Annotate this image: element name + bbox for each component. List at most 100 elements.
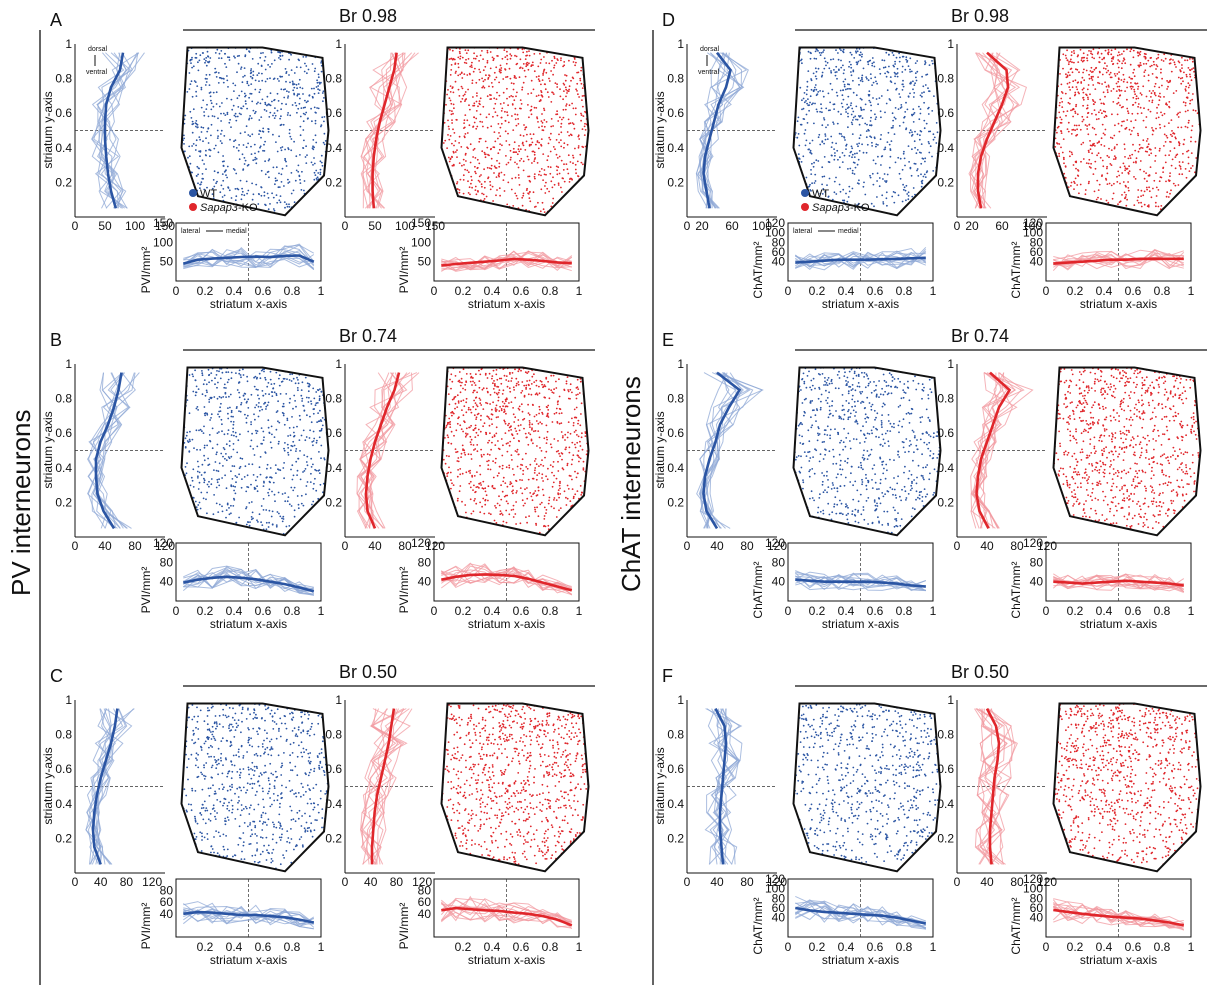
wt-scatter-B-dot [184, 377, 186, 380]
wt-scatter-A-dot [207, 142, 210, 144]
ko-scatter-B-dot [569, 397, 571, 400]
ko-scatter-B-dot [578, 460, 580, 463]
wt-vert-A-xtick-1: 50 [98, 219, 112, 233]
wt-scatter-C-dot [290, 809, 293, 812]
ko-scatter-A-dot [542, 74, 544, 76]
ko-scatter-B-dot [527, 478, 530, 481]
ko-scatter-B-dot [469, 380, 472, 383]
wt-scatter-A-dot [292, 89, 295, 92]
ko-scatter-A-dot [444, 139, 447, 142]
ko-scatter-A-dot [548, 136, 551, 139]
wt-scatter-B-dot [267, 401, 270, 404]
ko-scatter-B-dot [581, 491, 583, 494]
wt-scatter-A-dot [238, 54, 241, 57]
wt-scatter-A-dot [199, 183, 202, 186]
ko-scatter-B-dot [465, 401, 468, 404]
wt-scatter-C-dot [233, 736, 236, 738]
ko-scatter-A-dot [467, 192, 470, 194]
wt-scatter-A-dot [320, 62, 322, 64]
ko-scatter-B-dot [487, 468, 489, 471]
ko-scatter-B-dot [558, 496, 560, 499]
ko-scatter-A-dot [450, 193, 452, 195]
wt-scatter-A-dot [291, 104, 294, 106]
wt-scatter-B-dot [274, 464, 277, 466]
wt-scatter-B-dot [296, 376, 298, 379]
ko-scatter-B-dot [500, 484, 502, 487]
ko-scatter-A-dot [548, 190, 550, 193]
ko-scatter-B-dot [444, 462, 447, 465]
ko-scatter-B-dot [527, 443, 530, 446]
wt-scatter-B-dot [220, 402, 222, 405]
ko-scatter-A-dot [491, 85, 494, 88]
ko-scatter-B-dot [451, 526, 454, 529]
wt-scatter-A-dot [313, 87, 315, 90]
ko-scatter-B-dot [535, 392, 538, 395]
ko-scatter-A-dot [449, 74, 452, 76]
wt-scatter-C-dot [256, 767, 258, 769]
wt-scatter-B-dot [232, 485, 235, 488]
wt-horiz-A-mean-line [182, 254, 315, 265]
wt-scatter-B-dot [205, 498, 207, 501]
ko-scatter-B-dot [450, 411, 452, 414]
ko-vert-ytick-A-2: 0.6 [325, 106, 342, 120]
ko-scatter-A-dot [572, 123, 575, 126]
wt-scatter-C-dot [309, 760, 312, 763]
wt-vert-ytick-A-1: 0.4 [55, 141, 72, 155]
wt-scatter-A-dot [218, 105, 221, 108]
wt-scatter-C-dot [225, 835, 228, 837]
ko-scatter-A-dot [561, 118, 563, 121]
wt-scatter-A-dot [247, 84, 250, 87]
wt-scatter-A-dot [247, 134, 250, 136]
wt-scatter-B-dot [239, 457, 242, 460]
wt-scatter-B-dot [266, 404, 269, 406]
wt-scatter-A-dot [191, 95, 194, 98]
wt-scatter-A-dot [298, 93, 300, 95]
wt-vert-ytick-A-0: 0.2 [55, 175, 72, 189]
wt-scatter-B-dot [253, 454, 256, 456]
wt-scatter-B-dot [262, 485, 265, 487]
wt-scatter-B-dot [190, 476, 193, 479]
ko-scatter-B-dot [444, 437, 446, 439]
ko-scatter-A-dot [577, 145, 580, 147]
wt-scatter-A-dot [238, 112, 241, 115]
ko-scatter-B-dot [556, 401, 559, 403]
ko-scatter-B-dot [558, 407, 561, 410]
wt-scatter-C-dot [301, 755, 304, 758]
wt-scatter-B-dot [230, 470, 232, 473]
ko-scatter-A-dot [475, 117, 478, 120]
ko-scatter-A-dot [584, 61, 587, 64]
wt-scatter-B-dot [264, 452, 267, 454]
ko-scatter-A-dot [481, 192, 483, 195]
wt-scatter-A-dot [303, 180, 306, 182]
wt-scatter-A-dot [204, 215, 207, 216]
ko-scatter-A-dot [563, 142, 566, 145]
wt-scatter-B-dot [295, 365, 297, 367]
wt-scatter-A-dot [311, 63, 314, 65]
ko-scatter-A-dot [495, 209, 497, 212]
wt-scatter-B-dot [246, 375, 249, 378]
ko-scatter-A-dot [528, 62, 530, 65]
ko-scatter-B-dot [519, 487, 522, 489]
ko-vert-ytick-C-4: 1 [335, 693, 342, 707]
wt-vert-A-trace-11 [91, 52, 145, 209]
wt-scatter-B-dot [275, 371, 278, 374]
wt-scatter-A-dot [269, 92, 272, 95]
wt-scatter-B-dot [299, 478, 302, 481]
ko-scatter-B-dot [574, 446, 577, 449]
ko-scatter-A-dot [462, 94, 465, 97]
wt-scatter-B-dot [312, 444, 314, 447]
wt-scatter-B-dot [318, 451, 320, 453]
ko-scatter-A-dot [565, 48, 568, 51]
wt-scatter-A-dot [258, 193, 260, 196]
ko-scatter-A-dot [486, 44, 488, 46]
ko-scatter-B-dot [482, 497, 485, 500]
ko-scatter-B-dot [470, 424, 472, 427]
ko-scatter-A-dot [539, 99, 542, 102]
wt-scatter-A-dot [201, 44, 203, 46]
ko-scatter-A-dot [506, 50, 508, 53]
wt-scatter-A-dot [223, 194, 226, 197]
ko-scatter-B-dot [525, 466, 528, 468]
ko-vert-C-xtick-1: 40 [364, 875, 378, 889]
wt-scatter-A-dot [318, 51, 320, 53]
